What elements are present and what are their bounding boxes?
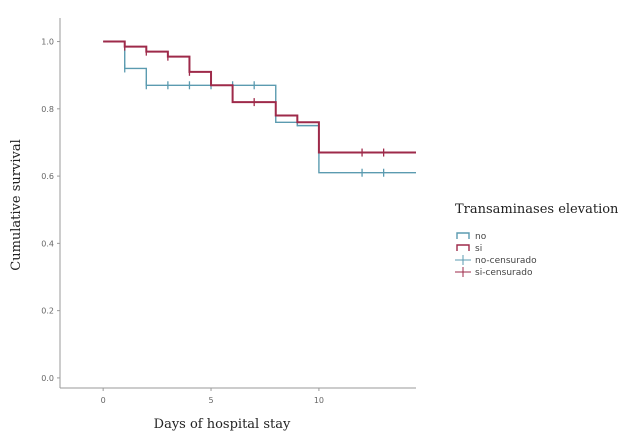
axes: 0.0 0.2 0.4 0.6 0.8 1.0 0 5 10: [41, 18, 416, 405]
series-si: [103, 40, 416, 157]
legend-label: no: [475, 232, 487, 242]
y-tick-label: 0.4: [41, 239, 54, 248]
y-tick-label: 0.0: [41, 374, 54, 383]
legend-swatch-si: [456, 244, 470, 251]
legend-label: si: [475, 244, 482, 254]
x-tick-label: 0: [101, 396, 106, 405]
series-layer: [103, 40, 416, 177]
legend-title: Transaminases elevation: [455, 202, 619, 217]
x-tick-label: 5: [208, 396, 213, 405]
y-tick-label: 0.8: [41, 105, 54, 114]
y-tick-label: 0.2: [41, 307, 54, 316]
legend-item: no-censurado: [455, 255, 537, 266]
y-tick-label: 0.6: [41, 172, 54, 181]
x-tick-label: 10: [314, 396, 324, 405]
x-axis-title: Days of hospital stay: [154, 417, 291, 432]
legend-label: si-censurado: [475, 268, 533, 278]
legend-label: no-censurado: [475, 256, 537, 266]
series-no: [103, 40, 416, 177]
y-tick-label: 1.0: [41, 38, 54, 47]
legend-swatch-no: [456, 232, 470, 239]
legend-item: si: [456, 244, 482, 254]
survival-line-si: [103, 40, 416, 154]
legend-item: no: [456, 232, 487, 242]
y-axis-title: Cumulative survival: [9, 139, 24, 271]
legend-item: si-censurado: [455, 267, 533, 278]
legend: Transaminases elevation no si no-censurado s…: [455, 202, 619, 278]
